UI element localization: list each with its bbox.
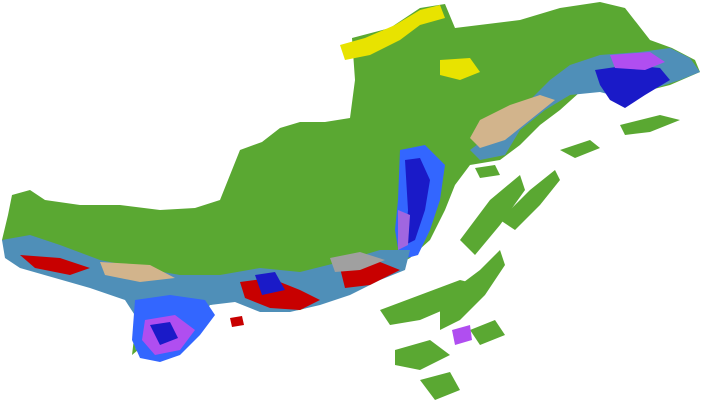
island-small-1: [475, 165, 500, 178]
bare-south: [330, 252, 385, 272]
water-bay-east: [595, 65, 670, 108]
water-south: [255, 272, 285, 295]
shrub-south: [100, 262, 175, 282]
island-2: [440, 250, 505, 330]
delta-water: [405, 158, 430, 245]
island-7: [620, 115, 680, 135]
island-6: [420, 372, 460, 400]
mainland-region: [2, 2, 700, 355]
marsh-east: [610, 52, 665, 70]
island-8: [560, 140, 600, 158]
island-9: [470, 320, 505, 345]
island-marsh: [452, 325, 472, 345]
grassland-patch-east: [440, 58, 480, 80]
island-5: [395, 340, 450, 370]
peninsula-water: [150, 322, 178, 345]
delta-marsh: [398, 210, 410, 250]
builtup-west: [20, 255, 90, 275]
island-small-2: [230, 316, 244, 327]
island-3: [460, 175, 525, 255]
shrub-band-east: [470, 95, 555, 148]
island-4: [500, 170, 560, 230]
grassland-north: [340, 5, 445, 60]
